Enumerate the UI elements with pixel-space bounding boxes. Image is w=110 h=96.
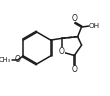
Text: O: O — [59, 47, 65, 56]
Text: OH: OH — [89, 23, 100, 29]
Text: O: O — [15, 55, 21, 64]
Text: CH₃: CH₃ — [0, 57, 11, 63]
Text: O: O — [72, 14, 78, 23]
Text: O: O — [71, 65, 77, 74]
